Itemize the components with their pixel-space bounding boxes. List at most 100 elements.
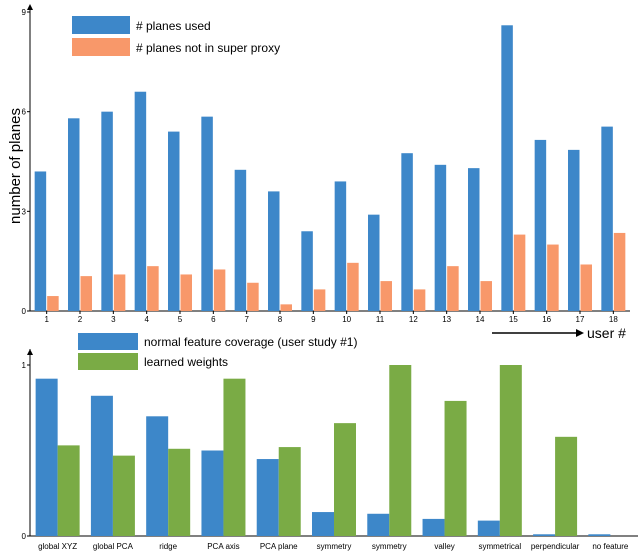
chart2-bar-feature-coverage xyxy=(312,512,334,536)
chart2-bar-feature-coverage xyxy=(35,378,58,536)
chart1-bar-planes-used xyxy=(268,191,280,311)
chart2-x-tick-label: perpendicular xyxy=(531,542,580,551)
chart2-bar-feature-coverage xyxy=(588,534,611,536)
chart1-bar-planes-used xyxy=(368,214,380,311)
chart2-x-tick-label: valley xyxy=(434,542,454,551)
chart1-x-tick-label: 10 xyxy=(342,315,351,324)
chart2-bar-feature-coverage xyxy=(146,416,169,536)
chart1-x-tick-label: 12 xyxy=(409,315,418,324)
chart1-y-tick-label: 0 xyxy=(22,307,27,316)
chart1-bar-not-in-proxy xyxy=(513,234,526,311)
chart1-x-tick-label: 5 xyxy=(178,315,183,324)
chart2-bar-feature-coverage xyxy=(477,520,500,536)
chart2-bar-feature-coverage xyxy=(367,513,390,536)
chart1-bar-not-in-proxy xyxy=(613,232,626,311)
chart2-bar-feature-coverage xyxy=(256,459,279,536)
chart1-x-tick-label: 4 xyxy=(144,315,149,324)
chart2-x-tick-label: no feature xyxy=(592,542,629,551)
chart2-bar-learned-weights xyxy=(278,447,301,536)
chart2-bar-feature-coverage xyxy=(201,450,224,536)
chart2-x-tick-label: PCA axis xyxy=(207,542,239,551)
chart1-bar-planes-used xyxy=(434,164,447,311)
chart1-y-tick-label: 3 xyxy=(22,207,27,216)
chart1-bar-planes-used xyxy=(234,169,247,311)
chart1-bar-not-in-proxy xyxy=(113,274,126,311)
chart1-legend-swatch xyxy=(72,38,130,56)
chart1-bar-planes-used xyxy=(201,116,213,312)
chart1-bar-not-in-proxy xyxy=(47,296,59,311)
chart1-bar-planes-used xyxy=(401,153,413,311)
chart2-x-tick-label: PCA plane xyxy=(260,542,298,551)
chart1-bar-not-in-proxy xyxy=(180,274,192,311)
chart1-x-tick-label: 14 xyxy=(476,315,485,324)
chart2-bar-feature-coverage xyxy=(422,518,445,536)
chart1-bar-planes-used xyxy=(601,126,613,311)
chart1-bar-planes-used xyxy=(134,91,147,311)
chart1-bar-planes-used xyxy=(568,149,580,311)
chart2-legend-swatch xyxy=(78,353,138,370)
chart1-x-tick-label: 9 xyxy=(311,315,316,324)
chart1-x-tick-label: 6 xyxy=(211,315,216,324)
chart1-bar-planes-used xyxy=(534,139,547,311)
chart1-legend-label: # planes used xyxy=(136,19,211,33)
chart2-legend-label: normal feature coverage (user study #1) xyxy=(144,335,357,349)
chart1-bar-not-in-proxy xyxy=(347,262,359,311)
chart1-bar-not-in-proxy xyxy=(147,266,159,311)
chart2-y-tick-label: 1 xyxy=(22,361,27,370)
chart1-bar-not-in-proxy xyxy=(80,276,92,311)
chart1-x-tick-label: 18 xyxy=(609,315,618,324)
chart2-x-tick-label: global XYZ xyxy=(38,542,77,551)
chart1-bar-not-in-proxy xyxy=(413,289,426,311)
chart2-bar-learned-weights xyxy=(444,400,467,536)
chart2-legend-swatch xyxy=(78,333,138,350)
chart1-x-tick-label: 11 xyxy=(376,315,385,324)
chart2-bar-learned-weights xyxy=(112,455,135,536)
chart2-x-tick-label: symmetry xyxy=(372,542,407,551)
chart1-x-tick-label: 3 xyxy=(111,315,116,324)
chart2-bar-learned-weights xyxy=(334,423,356,536)
chart1-bar-planes-used xyxy=(101,111,113,312)
chart2-bar-learned-weights xyxy=(555,436,578,536)
chart1-bar-not-in-proxy xyxy=(313,289,326,311)
chart1-y-tick-label: 6 xyxy=(22,108,27,117)
chart1-bar-not-in-proxy xyxy=(280,304,292,311)
chart1-bar-planes-used xyxy=(334,181,347,311)
chart2-bar-learned-weights xyxy=(389,365,412,536)
chart1-x-tick-label: 8 xyxy=(278,315,283,324)
chart2-bar-feature-coverage xyxy=(533,534,556,536)
chart2-bar-learned-weights xyxy=(499,365,522,536)
chart2-y-axis-arrow xyxy=(27,349,33,355)
chart2-bar-learned-weights xyxy=(223,378,246,536)
chart2-bar-learned-weights xyxy=(168,448,191,536)
chart1-bar-not-in-proxy xyxy=(213,269,226,311)
chart1-bar-not-in-proxy xyxy=(247,282,259,311)
chart2-x-tick-label: symmetry xyxy=(317,542,352,551)
chart1-bar-not-in-proxy xyxy=(380,281,392,311)
chart1-legend-label: # planes not in super proxy xyxy=(136,41,280,55)
chart1-y-axis-arrow xyxy=(27,4,33,10)
chart1-x-tick-label: 15 xyxy=(509,315,518,324)
chart1-bar-not-in-proxy xyxy=(580,264,592,311)
chart1-bar-planes-used xyxy=(68,118,80,311)
chart1-y-tick-label: 9 xyxy=(22,8,27,17)
chart1-bar-not-in-proxy xyxy=(447,266,459,311)
chart1-x-label: user # xyxy=(587,325,626,341)
chart2-x-tick-label: global PCA xyxy=(93,542,134,551)
chart1-bar-planes-used xyxy=(501,25,513,312)
chart1-y-label: number of planes xyxy=(7,108,24,224)
chart1-x-tick-label: 7 xyxy=(244,315,249,324)
chart1-bar-planes-used xyxy=(34,171,47,311)
chart1-bar-not-in-proxy xyxy=(480,281,492,311)
chart1-legend-swatch xyxy=(72,16,130,34)
chart1-bar-not-in-proxy xyxy=(547,244,559,311)
chart2-bar-feature-coverage xyxy=(90,395,113,536)
chart1-bar-planes-used xyxy=(468,168,480,311)
chart2-y-tick-label: 0 xyxy=(22,532,27,541)
chart1-x-tick-label: 1 xyxy=(44,315,49,324)
chart1-bar-planes-used xyxy=(301,231,313,311)
chart2-legend-label: learned weights xyxy=(144,355,228,369)
chart1-x-tick-label: 2 xyxy=(78,315,83,324)
chart1-x-label-arrow-head xyxy=(576,329,584,337)
